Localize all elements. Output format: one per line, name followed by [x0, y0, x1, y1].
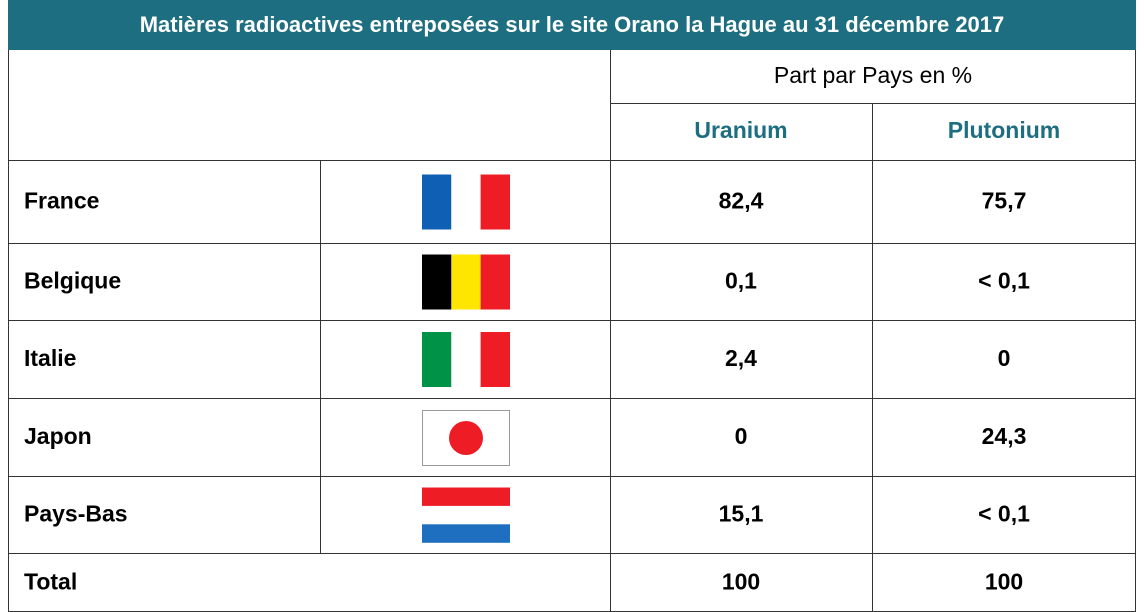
uranium-value: 15,1 — [719, 501, 764, 527]
country: Italie — [24, 345, 76, 371]
uranium-value: 0 — [735, 423, 748, 449]
title-bar — [8, 0, 1136, 50]
total-plutonium: 100 — [985, 569, 1023, 595]
plutonium-value: 0 — [998, 345, 1011, 371]
flag-stripe — [451, 254, 481, 310]
flag — [422, 332, 510, 387]
plutonium-value: 75,7 — [982, 188, 1027, 214]
uranium-value: 2,4 — [725, 345, 757, 371]
flag-stripe — [480, 254, 510, 310]
flag-stripe — [422, 505, 510, 525]
flag-stripe — [451, 332, 481, 387]
total-uranium: 100 — [722, 569, 760, 595]
uranium-value: 82,4 — [719, 188, 764, 214]
flag — [422, 410, 510, 466]
plutonium-value: < 0,1 — [978, 268, 1030, 294]
country: Pays-Bas — [24, 501, 128, 527]
flag — [422, 254, 510, 310]
flag-stripe — [422, 487, 510, 506]
flag — [422, 174, 510, 230]
group-header: Part par Pays en % — [774, 62, 972, 88]
plutonium-value: < 0,1 — [978, 501, 1030, 527]
flag-stripe — [422, 332, 452, 387]
country: France — [24, 188, 99, 214]
flag-stripe — [480, 174, 510, 230]
flag-stripe — [422, 174, 452, 230]
column-header: Uranium — [694, 117, 787, 143]
title: Matières radioactives entreposées sur le… — [140, 12, 1005, 37]
column-header: Plutonium — [948, 117, 1060, 143]
country: Japon — [24, 423, 92, 449]
uranium-value: 0,1 — [725, 268, 757, 294]
flag-stripe — [422, 524, 510, 543]
flag-stripe — [451, 174, 481, 230]
flag — [422, 487, 510, 543]
total-label: Total — [24, 569, 77, 595]
flag-disc — [449, 421, 483, 455]
plutonium-value: 24,3 — [982, 423, 1027, 449]
country: Belgique — [24, 268, 121, 294]
flag-stripe — [422, 254, 452, 310]
flag-stripe — [480, 332, 510, 387]
